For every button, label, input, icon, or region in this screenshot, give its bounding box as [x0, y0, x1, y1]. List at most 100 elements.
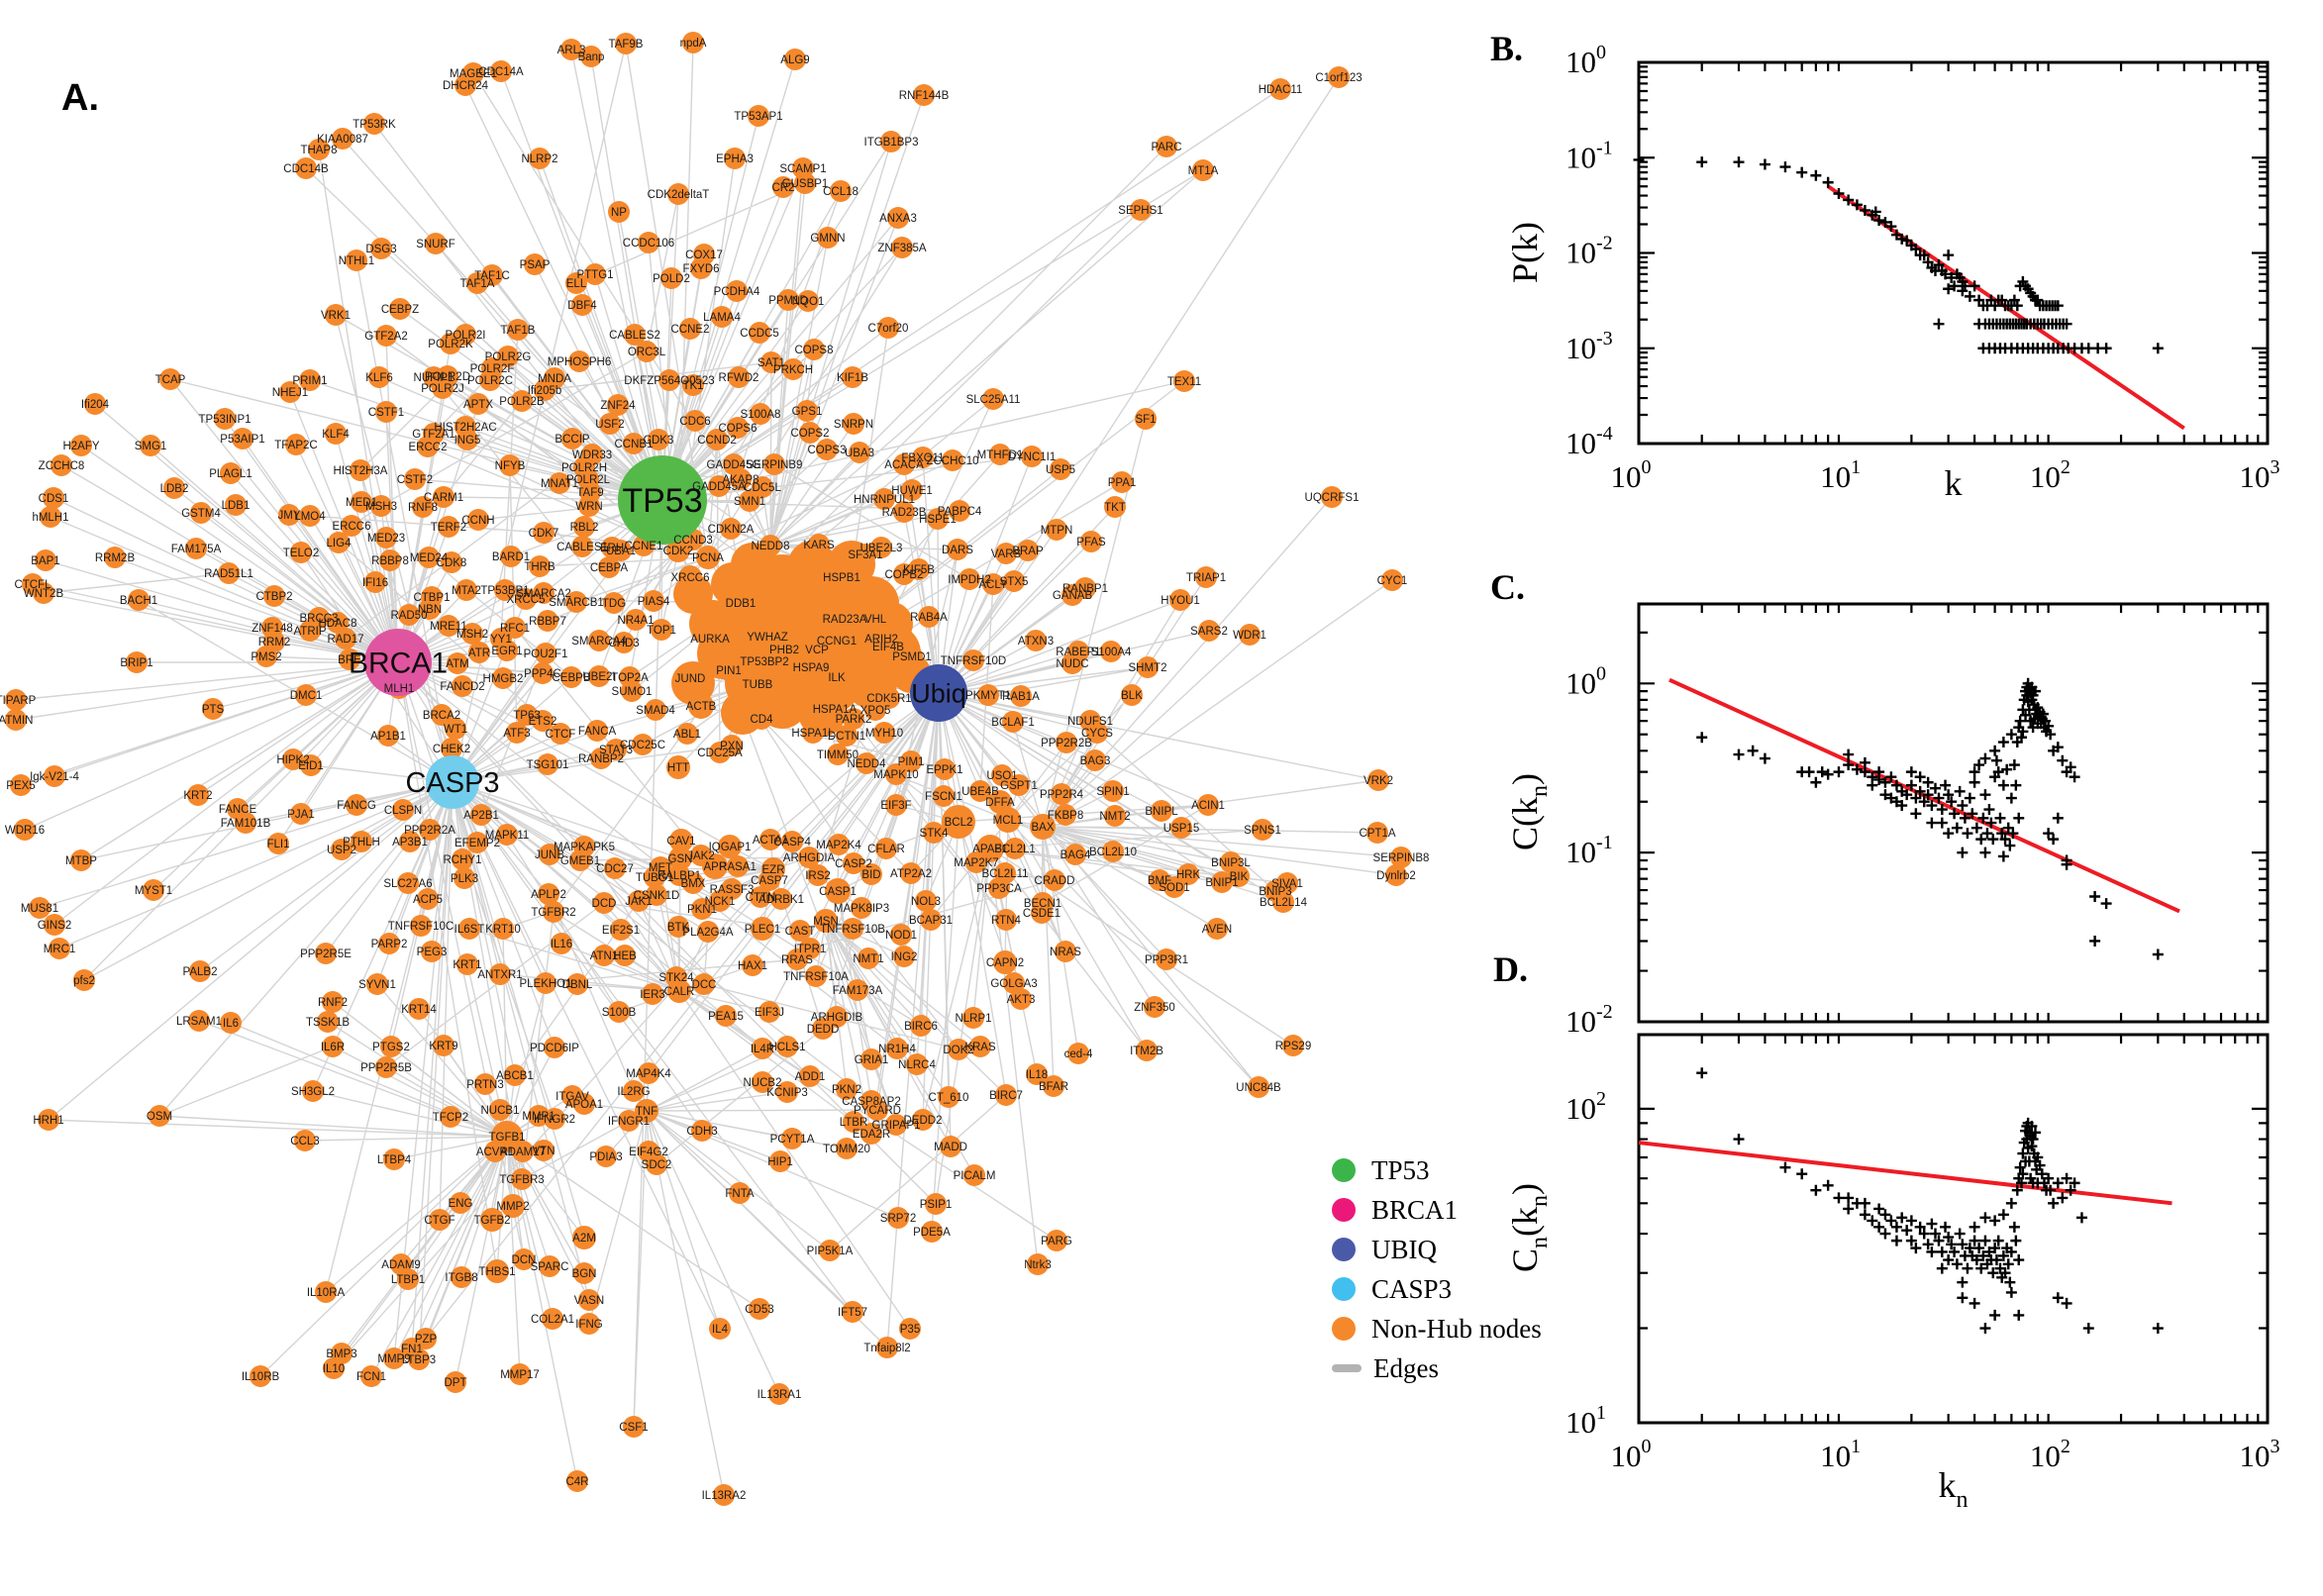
network-node[interactable] [397, 872, 419, 894]
network-node[interactable] [104, 547, 126, 568]
network-node[interactable] [1151, 800, 1172, 822]
network-node[interactable] [1197, 794, 1219, 816]
network-node[interactable] [255, 646, 277, 667]
network-node[interactable] [432, 377, 454, 399]
network-node[interactable] [489, 1099, 511, 1121]
network-node[interactable] [561, 428, 583, 449]
network-node[interactable] [697, 921, 719, 943]
network-node[interactable] [308, 607, 330, 629]
network-node[interactable] [499, 454, 521, 476]
network-node[interactable] [232, 428, 253, 449]
network-node[interactable] [529, 555, 551, 577]
network-node[interactable] [418, 547, 440, 568]
network-node[interactable] [479, 369, 501, 391]
network-node[interactable] [678, 565, 702, 589]
network-node[interactable] [942, 449, 963, 471]
network-node[interactable] [235, 812, 256, 834]
network-node[interactable] [799, 1065, 821, 1087]
network-node[interactable] [595, 1146, 617, 1167]
network-node[interactable] [451, 1266, 472, 1288]
network-node[interactable] [467, 509, 489, 531]
hub-node-tp53[interactable] [618, 455, 707, 545]
network-node[interactable] [858, 948, 879, 969]
network-node[interactable] [375, 527, 397, 549]
network-node[interactable] [431, 704, 453, 726]
network-node[interactable] [571, 536, 593, 557]
network-node[interactable] [915, 890, 937, 912]
network-node[interactable] [504, 1064, 526, 1086]
network-node[interactable] [584, 263, 606, 285]
network-node[interactable] [933, 785, 955, 807]
network-node[interactable] [568, 350, 590, 372]
network-node[interactable] [991, 764, 1013, 786]
network-node[interactable] [506, 722, 528, 744]
network-node[interactable] [250, 1365, 271, 1387]
network-node[interactable] [1080, 531, 1102, 552]
network-node[interactable] [885, 794, 907, 816]
network-node[interactable] [728, 366, 750, 388]
network-node[interactable] [494, 579, 516, 601]
network-node[interactable] [842, 366, 863, 388]
network-node[interactable] [484, 1141, 506, 1162]
network-node[interactable] [84, 393, 106, 415]
network-node[interactable] [900, 750, 922, 772]
network-node[interactable] [769, 1150, 791, 1172]
network-node[interactable] [1031, 902, 1053, 924]
network-node[interactable] [893, 946, 915, 967]
network-node[interactable] [456, 953, 478, 975]
network-node[interactable] [458, 918, 480, 940]
network-node[interactable] [438, 516, 459, 538]
network-node[interactable] [331, 839, 353, 860]
network-node[interactable] [1252, 819, 1273, 841]
network-node[interactable] [1055, 804, 1076, 826]
network-node[interactable] [1239, 624, 1261, 646]
network-node[interactable] [185, 538, 207, 559]
network-node[interactable] [638, 1062, 659, 1084]
network-node[interactable] [468, 642, 490, 663]
network-node[interactable] [401, 1338, 423, 1359]
network-node[interactable] [397, 1268, 419, 1290]
network-node[interactable] [433, 1035, 454, 1056]
network-node[interactable] [797, 290, 819, 312]
network-node[interactable] [803, 339, 825, 360]
network-node[interactable] [770, 888, 792, 910]
network-node[interactable] [560, 39, 582, 60]
network-node[interactable] [768, 1383, 790, 1405]
network-node[interactable] [509, 1363, 531, 1385]
network-node[interactable] [425, 233, 447, 254]
network-node[interactable] [759, 829, 781, 850]
network-node[interactable] [10, 774, 32, 796]
network-node[interactable] [1144, 996, 1165, 1018]
network-node[interactable] [295, 684, 317, 706]
network-node[interactable] [438, 615, 459, 637]
network-node[interactable] [466, 272, 488, 294]
network-node[interactable] [847, 979, 868, 1001]
network-node[interactable] [877, 317, 899, 339]
network-node[interactable] [658, 369, 680, 391]
network-node[interactable] [1173, 370, 1195, 392]
network-node[interactable] [758, 869, 780, 891]
network-node[interactable] [593, 945, 615, 966]
network-node[interactable] [796, 400, 818, 422]
network-node[interactable] [636, 341, 657, 362]
network-node[interactable] [982, 388, 1004, 410]
network-node[interactable] [794, 172, 816, 194]
network-node[interactable] [724, 148, 746, 169]
network-node[interactable] [713, 1484, 735, 1506]
network-node[interactable] [73, 969, 95, 991]
network-node[interactable] [544, 1037, 565, 1058]
network-node[interactable] [1100, 641, 1122, 662]
network-node[interactable] [642, 983, 663, 1005]
network-node[interactable] [1043, 1075, 1064, 1097]
network-node[interactable] [628, 890, 650, 912]
network-node[interactable] [718, 659, 740, 681]
network-node[interactable] [419, 598, 441, 620]
network-node[interactable] [1061, 584, 1083, 606]
network-node[interactable] [507, 319, 529, 341]
network-node[interactable] [843, 1111, 864, 1133]
network-node[interactable] [969, 1036, 991, 1057]
network-node[interactable] [912, 447, 934, 468]
network-node[interactable] [900, 862, 922, 884]
network-node[interactable] [651, 619, 672, 641]
network-node[interactable] [613, 632, 635, 653]
